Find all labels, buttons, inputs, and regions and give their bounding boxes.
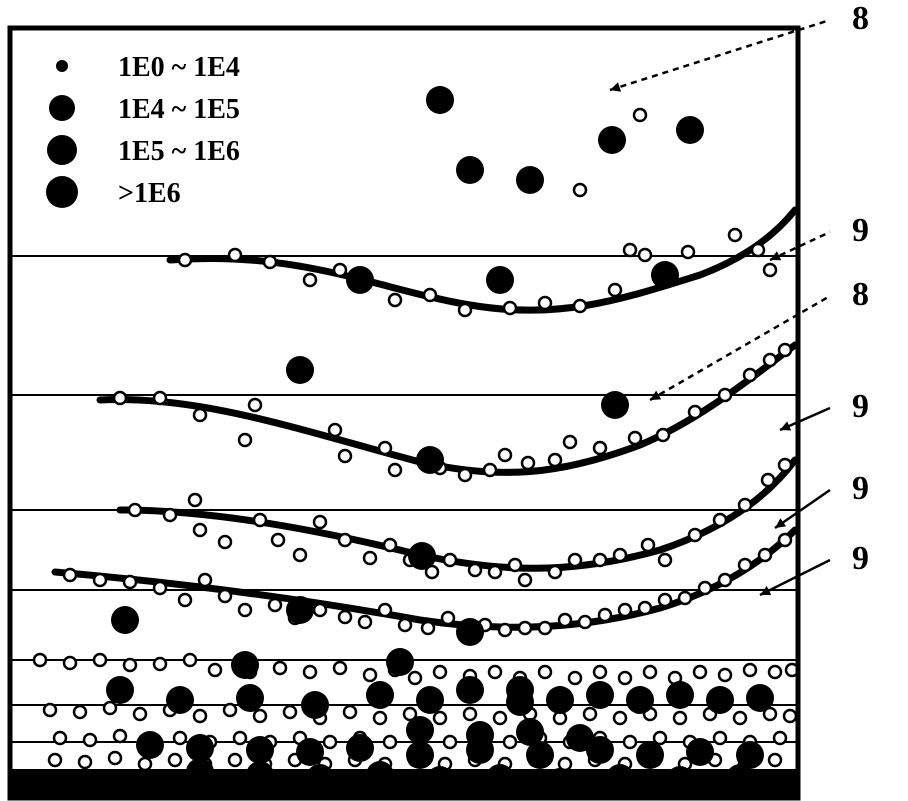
annot-4: 9 [852,470,869,508]
annot-label-3: 9 [852,388,869,425]
legend-item-0: 1E0 ~ 1E4 [118,52,240,84]
annot-label-2: 8 [852,276,869,313]
annot-label-0: 8 [852,0,869,37]
legend-item-2: 1E5 ~ 1E6 [118,136,240,168]
annot-label-1: 9 [852,212,869,249]
legend-item-3: >1E6 [118,178,181,210]
annot-3: 9 [852,388,869,426]
legend-label-1: 1E4 ~ 1E5 [118,94,240,125]
annot-1: 9 [852,212,869,250]
annot-label-5: 9 [852,540,869,577]
annot-0: 8 [852,0,869,38]
legend-label-3: >1E6 [118,178,181,209]
legend-label-2: 1E5 ~ 1E6 [118,136,240,167]
annot-label-4: 9 [852,470,869,507]
legend-label-0: 1E0 ~ 1E4 [118,52,240,83]
annot-5: 9 [852,540,869,578]
annot-2: 8 [852,276,869,314]
legend-item-1: 1E4 ~ 1E5 [118,94,240,126]
figure-root: 1E0 ~ 1E4 1E4 ~ 1E5 1E5 ~ 1E6 >1E6 8 9 8… [0,0,908,801]
